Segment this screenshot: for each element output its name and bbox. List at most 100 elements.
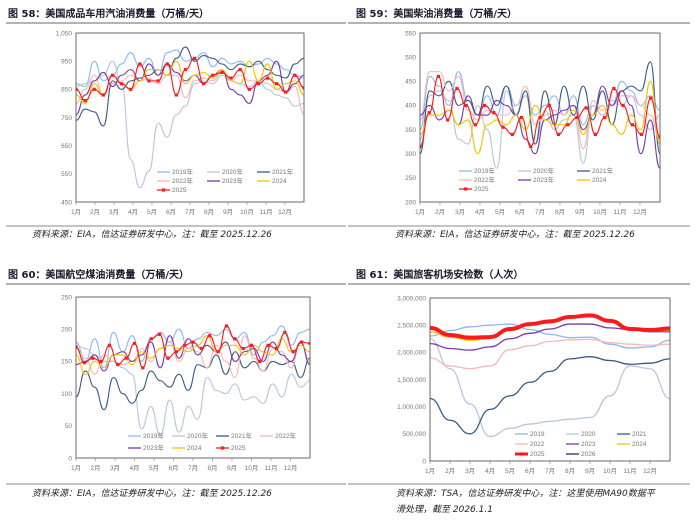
legend-label: 2019年: [172, 167, 193, 176]
legend-label: 2021: [632, 431, 647, 438]
series-line-2021: [76, 351, 310, 411]
plot-frame: [75, 32, 305, 203]
x-tick-label: 8月: [555, 208, 565, 216]
x-tick-label: 4月: [129, 464, 139, 472]
data-point-2025: [612, 86, 616, 91]
plot-series: [430, 313, 670, 438]
legend-item-2021: 2021年: [257, 167, 293, 176]
x-tick-label: 12月: [643, 467, 657, 475]
data-point-2025: [141, 366, 145, 370]
source-note: 资料来源：TSA，信达证券研发中心，注：这里使用MA90数据平: [396, 488, 656, 499]
x-tick-label: 5月: [149, 464, 159, 472]
x-tick-label: 5月: [495, 208, 505, 216]
data-point-2025: [501, 125, 505, 129]
legend-item-2023: 2023年: [518, 175, 554, 184]
y-tick-label: 1,050: [56, 30, 73, 37]
x-tick-label: 6月: [515, 208, 525, 216]
data-point-2025: [82, 361, 86, 365]
series-line-2021: [430, 356, 670, 435]
legend-marker: [162, 188, 166, 192]
data-point-2025: [120, 82, 124, 86]
legend-label: 2023: [581, 441, 596, 448]
x-tick-label: 6月: [166, 208, 176, 216]
data-point-2025: [76, 345, 78, 349]
data-point-2025: [464, 103, 468, 108]
legend-item-2025: 2025: [216, 445, 246, 452]
y-tick-label: 450: [61, 199, 72, 206]
legend: 2019 2020 2021 2022 2023 2024 2025 2026: [515, 431, 647, 458]
series-line-2023: [420, 85, 660, 169]
chart-title: 图 58：美国成品车用汽油消费量（万桶/天）: [8, 7, 209, 20]
data-point-2025: [147, 79, 151, 83]
x-tick-label: 2月: [90, 208, 100, 216]
y-tick-label: 850: [61, 87, 72, 94]
data-point-2025: [224, 324, 229, 328]
x-tick-label: 6月: [525, 467, 535, 475]
legend-item-2025: 2025: [459, 186, 489, 193]
data-point-2025: [630, 123, 634, 127]
y-tick-label: 50: [65, 423, 73, 430]
data-point-2025: [275, 82, 279, 86]
plot-frame: [75, 296, 311, 459]
legend-label: 2019年: [143, 431, 164, 440]
y-tick-label: 2,000,000: [397, 350, 426, 357]
data-point-2025: [302, 86, 304, 90]
series-line-2020: [430, 338, 670, 438]
data-point-2025: [603, 115, 607, 120]
legend-item-2025: 2025: [157, 187, 187, 194]
x-tick-label: 1月: [71, 464, 81, 472]
legend-item-2020: 2020年: [172, 431, 208, 440]
y-tick-label: 2,500,000: [397, 322, 426, 329]
chart-2: 图 59：美国柴油消费量（万桶/天） 资料来源：EIA，信达证券研发中心，注：截至…: [348, 7, 690, 240]
data-point-2025: [283, 330, 287, 335]
y-tick-label: 100: [61, 391, 72, 398]
data-point-2025: [473, 123, 477, 127]
legend-item-2020: 2020: [566, 431, 596, 438]
x-tick-label: 10月: [593, 208, 607, 216]
x-tick-label: 1月: [71, 208, 81, 216]
y-tick-label: 500,000: [403, 431, 427, 438]
legend-label: 2022年: [172, 176, 193, 185]
legend-item-2022: 2022年: [459, 175, 495, 184]
y-tick-label: 550: [61, 171, 72, 178]
source-note: 资料来源：EIA，信达证券研发中心，注：截至 2025.12.26: [32, 229, 272, 240]
data-point-2025: [308, 341, 310, 345]
x-tick-label: 6月: [168, 464, 178, 472]
y-tick-label: 450: [405, 79, 416, 86]
data-point-2025: [519, 115, 524, 120]
y-tick-label: 3,000,000: [397, 295, 426, 302]
x-tick-label: 5月: [147, 208, 157, 216]
plot-series: [76, 46, 304, 189]
data-point-2025: [510, 132, 514, 136]
data-point-2025: [233, 337, 237, 341]
data-point-2025: [639, 132, 644, 136]
legend-label: 2019: [530, 431, 545, 438]
y-tick-label: 650: [61, 143, 72, 150]
data-point-2025: [649, 96, 653, 100]
x-tick-label: 12月: [284, 464, 298, 472]
x-tick-label: 8月: [204, 208, 214, 216]
data-point-2025: [138, 62, 142, 66]
legend-item-2023: 2023年: [207, 176, 243, 185]
legend-label: 2023年: [143, 443, 164, 452]
legend-item-2023: 2023: [566, 441, 596, 448]
chart-4: 图 61：美国旅客机场安检数（人次） 资料来源：TSA，信达证券研发中心，注：这里…: [348, 268, 690, 515]
legend: 2019年 2020年 2021年 2022年 2023年 2024 2025: [157, 167, 293, 194]
legend-label: 2021年: [231, 431, 252, 440]
data-point-2025: [129, 87, 133, 91]
data-point-2025: [238, 68, 242, 72]
data-point-2025: [291, 350, 295, 354]
legend-label: 2025: [172, 187, 187, 194]
data-point-2025: [149, 337, 153, 341]
data-point-2025: [584, 106, 588, 110]
data-point-2025: [241, 346, 245, 351]
legend-item-2026: 2026: [566, 451, 596, 458]
data-point-2025: [621, 103, 625, 108]
legend-label: 2022年: [275, 431, 296, 440]
legend-item-2020: 2020年: [207, 167, 243, 176]
data-point-2025: [247, 87, 251, 91]
data-point-2025: [110, 73, 115, 77]
legend-item-2022: 2022: [515, 441, 545, 448]
x-tick-label: 7月: [185, 208, 195, 216]
